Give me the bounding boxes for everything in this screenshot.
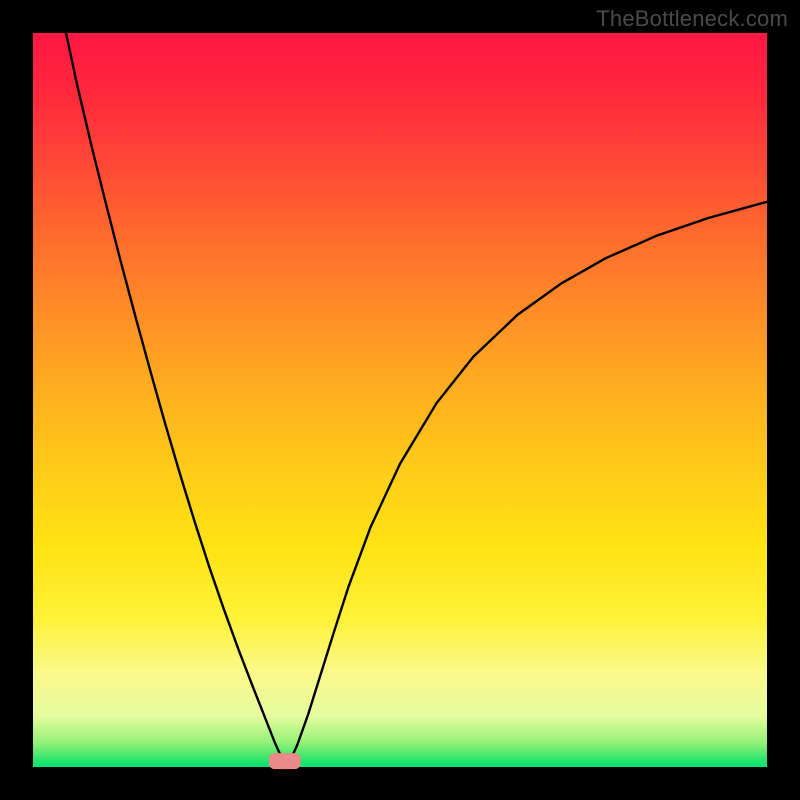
vertex-marker [269, 753, 301, 769]
plot-area [33, 33, 767, 767]
bottleneck-chart [0, 0, 800, 800]
watermark-text: TheBottleneck.com [596, 6, 788, 32]
